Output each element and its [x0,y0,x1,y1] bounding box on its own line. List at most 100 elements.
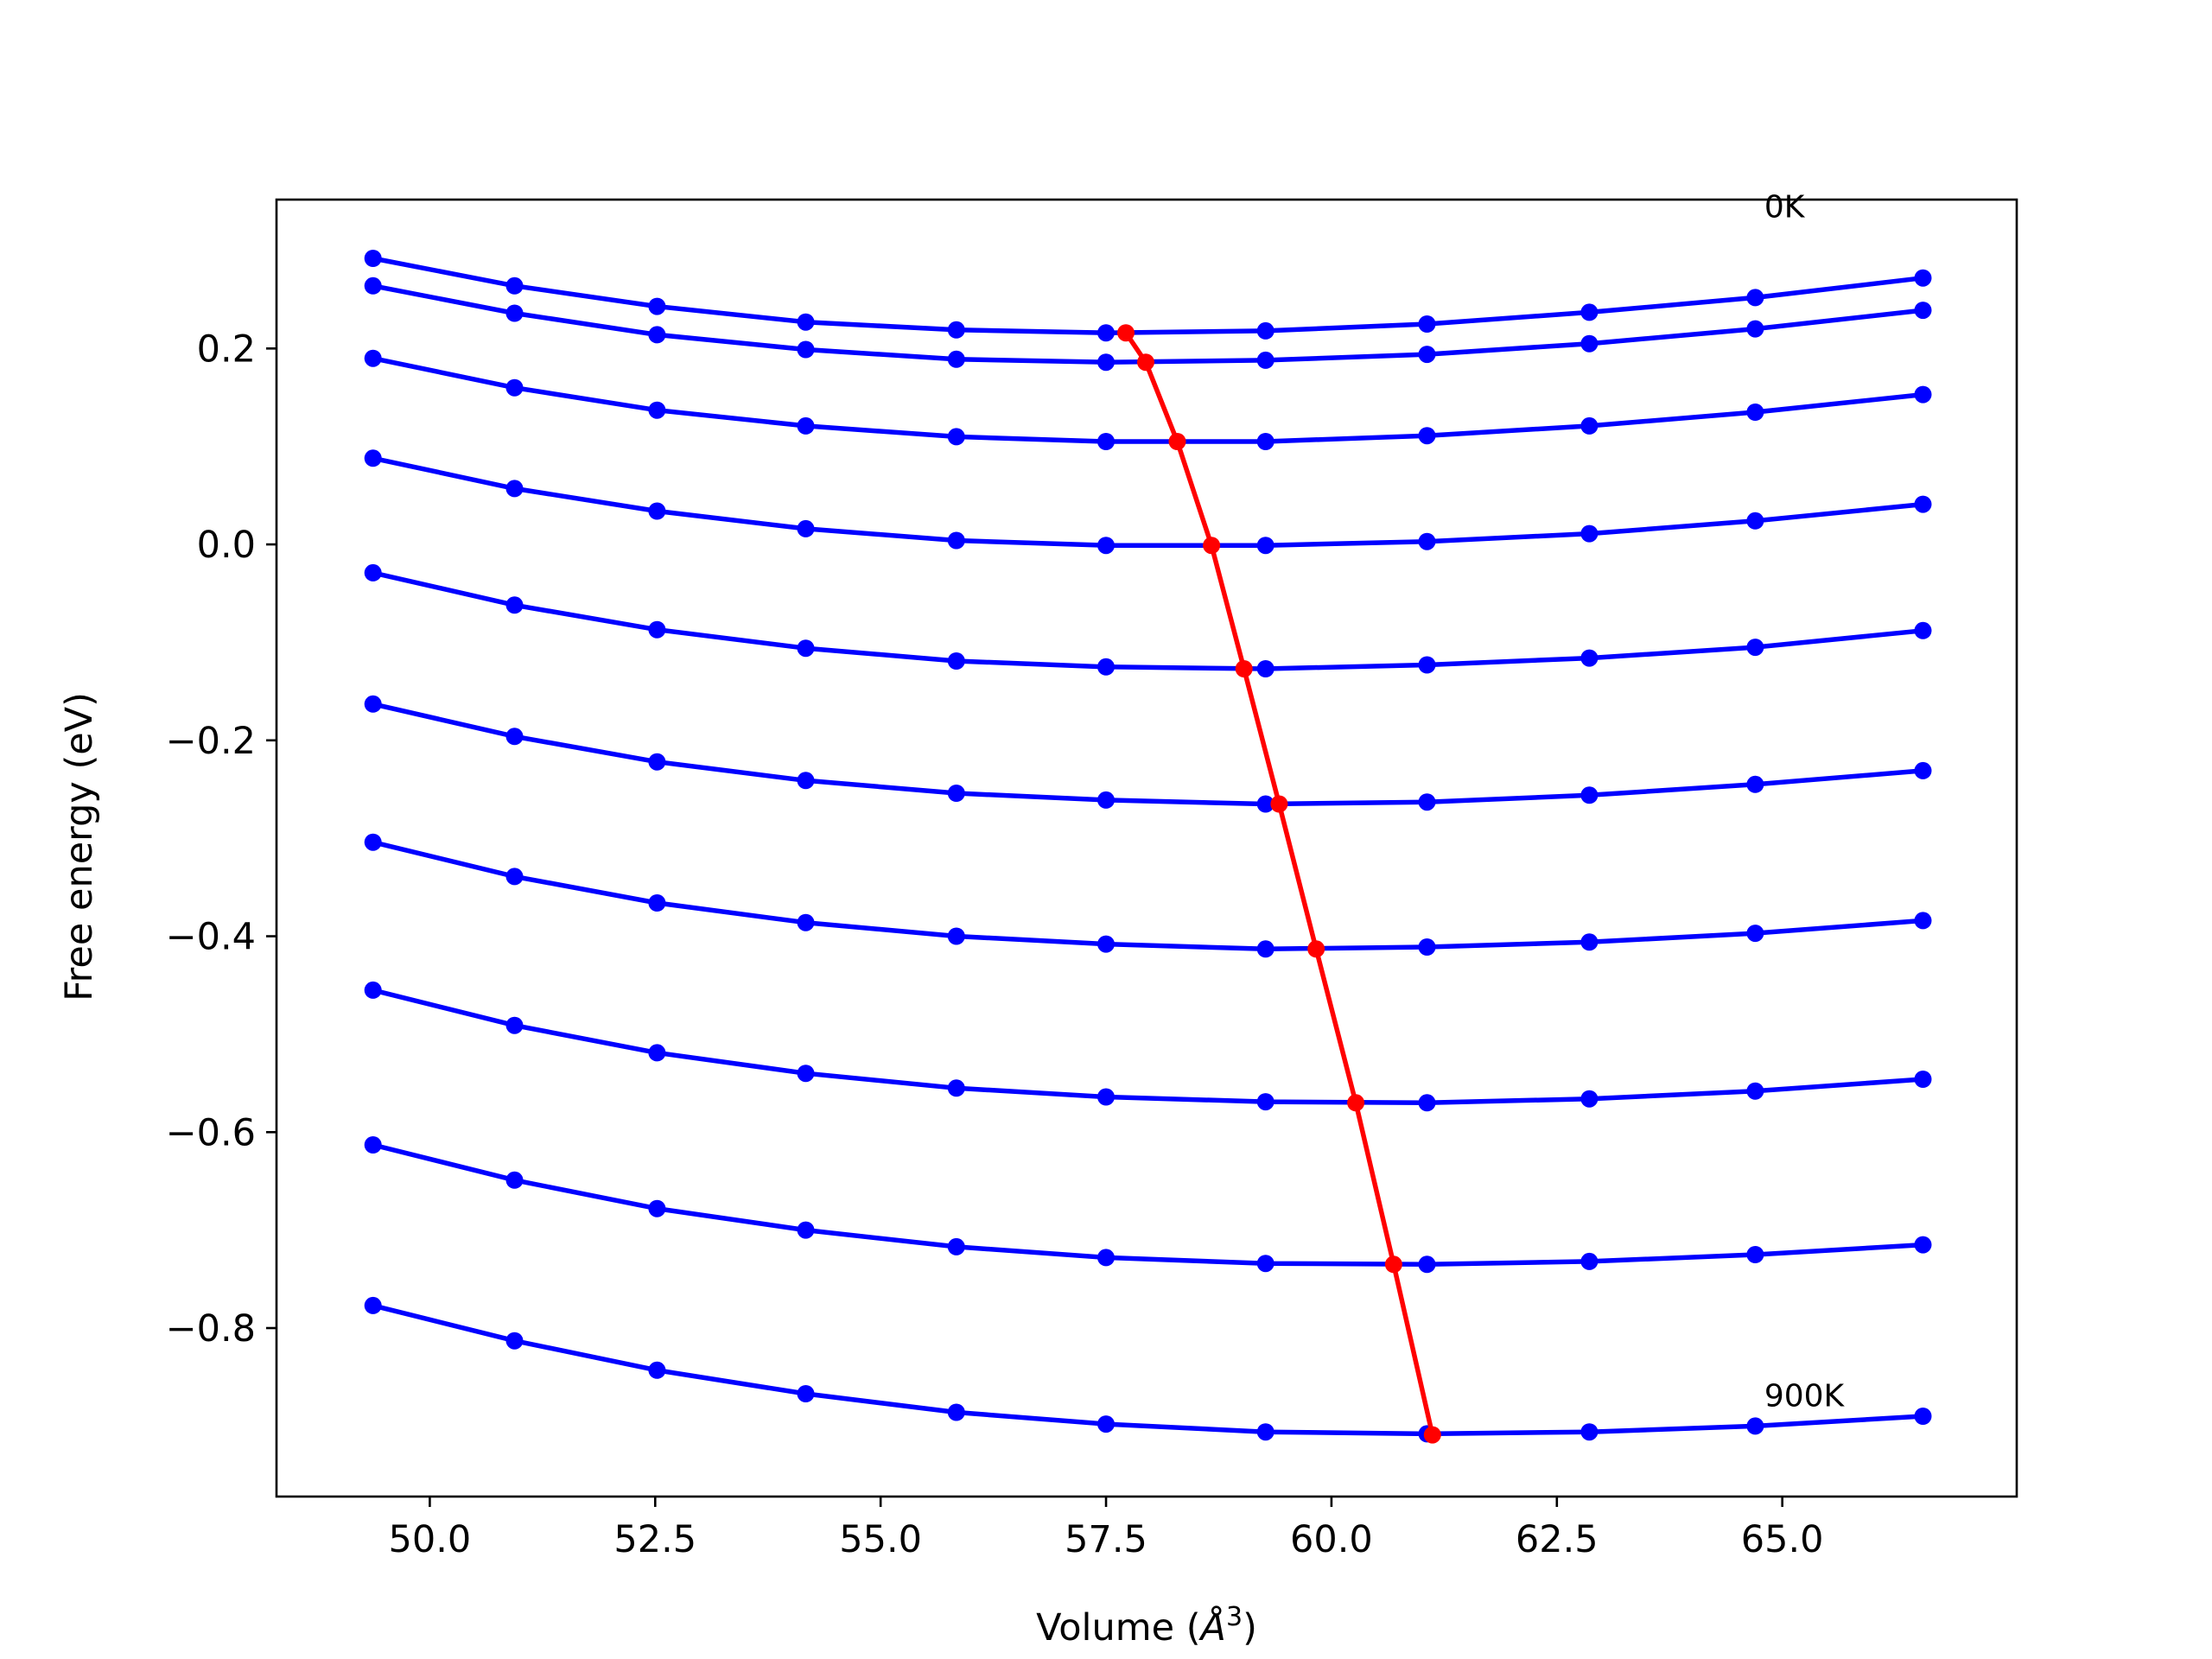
curve-point [648,1361,666,1379]
y-axis-label: Free energy (eV) [58,692,101,1001]
curve-point [1746,925,1764,943]
curve-point [1256,433,1274,450]
curve-point [1914,912,1932,930]
curve-point [947,1237,965,1255]
curve-point [648,401,666,419]
curve-point [947,785,965,802]
curve-point [364,449,382,467]
y-tick-label: 0.0 [197,524,256,567]
curve-point [1097,537,1115,555]
x-axis-label: Volume (Å3) [1036,1602,1257,1650]
curve-point [1914,1071,1932,1088]
curve-point [1418,793,1436,811]
curve-point [797,1385,815,1402]
curve-point [1580,1252,1599,1270]
curve-point [1097,353,1115,372]
curve-point [1746,1082,1764,1100]
temperature-annotation: 900K [1764,1379,1846,1414]
curve-point [648,753,666,771]
curve-point [947,1079,965,1097]
curve-point [1418,938,1436,956]
curve-point [364,250,382,267]
minimum-point [1235,660,1253,677]
curve-point [1256,1423,1274,1441]
curve-point [1746,320,1764,338]
curve-point [947,321,965,339]
curve-point [1914,385,1932,404]
curve-point [947,350,965,368]
x-tick-label: 50.0 [389,1518,472,1561]
minimum-line [1123,331,1435,1436]
y-tick-label: 0.2 [197,327,256,371]
curve-point [1746,1246,1764,1263]
curve-point [1914,1408,1932,1425]
minimum-point [1117,324,1135,342]
curve-point [1097,1088,1115,1106]
temperature-annotation: 0K [1764,189,1806,225]
minimum-point [1137,353,1154,372]
curve-point [947,927,965,945]
curve-point [1418,346,1436,364]
curve-point [947,531,965,550]
plot-area [364,250,1932,1444]
curve-point [1580,303,1599,321]
curve-point [1580,524,1599,543]
curve-point [648,894,666,912]
curve-point [505,868,524,886]
minimum-point [1307,940,1325,958]
curve-point [1097,324,1115,342]
x-tick-label: 65.0 [1741,1518,1824,1561]
x-tick-label: 52.5 [613,1518,696,1561]
curve-point [364,981,382,999]
curve-point [797,340,815,359]
curve-point [1746,639,1764,657]
curve-point [1418,1255,1436,1274]
curve-point [1418,532,1436,550]
x-tick-label: 60.0 [1290,1518,1373,1561]
curve-point [797,416,815,435]
temperature-annotations: 0K 900K [1764,189,1846,1414]
x-tick-label: 57.5 [1065,1518,1147,1561]
curve-point [648,620,666,639]
curve-point [364,563,382,582]
x-tick-label: 62.5 [1516,1518,1599,1561]
curve-point [797,519,815,537]
curve-point [1097,791,1115,809]
curve-point [1914,761,1932,779]
curve-point [648,297,666,315]
curve-point [1418,315,1436,333]
curve-point [947,1403,965,1421]
minimum-point [1423,1426,1441,1444]
y-axis: 0.2 0.0 −0.2 −0.4 −0.6 −0.8 [166,327,276,1351]
curve-point [505,304,524,322]
minimum-point [1203,537,1221,555]
curve-point [364,349,382,367]
curve-point [505,728,524,746]
minimum-point [1384,1255,1402,1274]
curve-point [797,913,815,931]
x-axis: 50.0 52.5 55.0 57.5 60.0 62.5 65.0 [389,1497,1824,1561]
curve-point [1580,1423,1599,1441]
curve-point [1418,656,1436,674]
curve-point [1580,786,1599,804]
curve-point [505,1171,524,1189]
curve-point [797,1221,815,1239]
curve-point [648,326,666,344]
curve-point [505,1332,524,1350]
curve-point [1746,775,1764,793]
curve-point [1256,1255,1274,1273]
curve-point [364,1296,382,1314]
curve-point [648,1044,666,1062]
curve-point [1256,940,1274,958]
curve-point [648,502,666,520]
curve-point [1097,1249,1115,1267]
curve-point [364,1136,382,1154]
curve-point [505,378,524,397]
axes-frame [275,198,2018,1498]
minimum-point [1168,433,1186,450]
y-tick-label: −0.2 [166,720,256,763]
y-tick-label: −0.4 [166,916,256,959]
curve-point [1256,795,1274,813]
curve-point [364,695,382,713]
